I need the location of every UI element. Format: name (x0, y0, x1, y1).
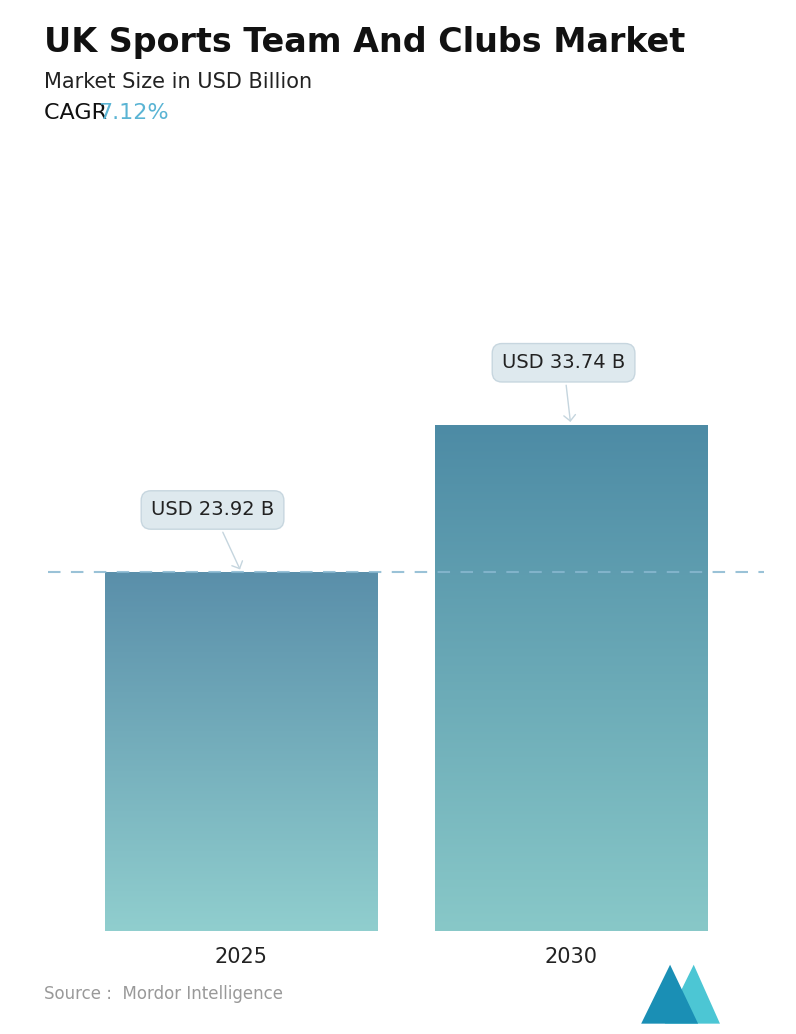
Text: Source :  Mordor Intelligence: Source : Mordor Intelligence (44, 985, 283, 1003)
Text: 7.12%: 7.12% (98, 103, 169, 123)
Polygon shape (642, 965, 698, 1024)
Text: CAGR: CAGR (44, 103, 114, 123)
Text: Market Size in USD Billion: Market Size in USD Billion (44, 72, 312, 92)
Polygon shape (665, 965, 720, 1024)
Text: UK Sports Team And Clubs Market: UK Sports Team And Clubs Market (44, 26, 685, 59)
Text: USD 23.92 B: USD 23.92 B (151, 500, 274, 569)
Text: USD 33.74 B: USD 33.74 B (502, 354, 625, 421)
